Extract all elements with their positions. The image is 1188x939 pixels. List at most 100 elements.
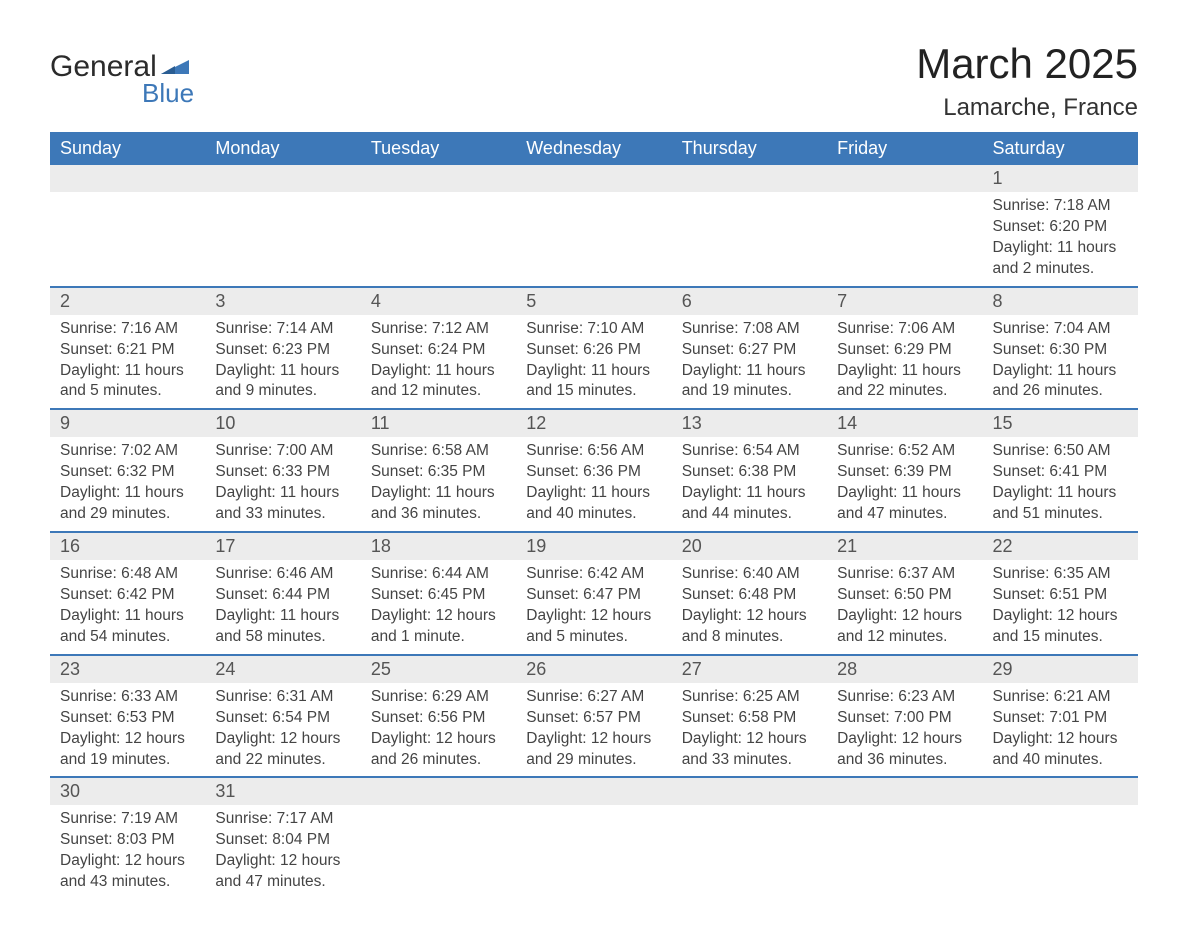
day-detail-cell: Sunrise: 7:12 AMSunset: 6:24 PMDaylight:… xyxy=(361,315,516,410)
detail-line: Sunrise: 6:21 AM xyxy=(993,687,1128,708)
detail-line: Sunrise: 7:17 AM xyxy=(215,809,350,830)
day-number-cell: 11 xyxy=(361,409,516,437)
day-number-cell: 17 xyxy=(205,532,360,560)
detail-line: Sunrise: 7:06 AM xyxy=(837,319,972,340)
detail-line: Daylight: 12 hours xyxy=(371,606,506,627)
detail-line: and 36 minutes. xyxy=(371,504,506,525)
detail-line: Sunrise: 6:23 AM xyxy=(837,687,972,708)
day-number-cell: 22 xyxy=(983,532,1138,560)
detail-line: Daylight: 11 hours xyxy=(837,483,972,504)
detail-line: Daylight: 11 hours xyxy=(60,361,195,382)
detail-line: Sunset: 6:20 PM xyxy=(993,217,1128,238)
detail-line: Sunset: 6:32 PM xyxy=(60,462,195,483)
detail-line: Sunrise: 6:33 AM xyxy=(60,687,195,708)
day-number-cell xyxy=(205,165,360,192)
detail-line: Daylight: 11 hours xyxy=(60,483,195,504)
detail-line: Daylight: 12 hours xyxy=(837,729,972,750)
detail-line: and 40 minutes. xyxy=(526,504,661,525)
day-number-cell: 31 xyxy=(205,777,360,805)
detail-line: Sunset: 7:00 PM xyxy=(837,708,972,729)
details-row: Sunrise: 7:18 AMSunset: 6:20 PMDaylight:… xyxy=(50,192,1138,287)
location-label: Lamarche, France xyxy=(916,94,1138,122)
day-detail-cell: Sunrise: 7:18 AMSunset: 6:20 PMDaylight:… xyxy=(983,192,1138,287)
day-number-cell: 18 xyxy=(361,532,516,560)
day-number-cell: 2 xyxy=(50,287,205,315)
detail-line: Sunset: 6:45 PM xyxy=(371,585,506,606)
detail-line: and 47 minutes. xyxy=(837,504,972,525)
detail-line: and 58 minutes. xyxy=(215,627,350,648)
detail-line: and 43 minutes. xyxy=(60,872,195,893)
detail-line: Sunset: 6:29 PM xyxy=(837,340,972,361)
day-number-cell xyxy=(827,777,982,805)
detail-line: Sunrise: 7:12 AM xyxy=(371,319,506,340)
detail-line: Daylight: 11 hours xyxy=(60,606,195,627)
day-detail-cell: Sunrise: 7:04 AMSunset: 6:30 PMDaylight:… xyxy=(983,315,1138,410)
calendar-body: 1 Sunrise: 7:18 AMSunset: 6:20 PMDayligh… xyxy=(50,165,1138,899)
day-detail-cell: Sunrise: 6:50 AMSunset: 6:41 PMDaylight:… xyxy=(983,437,1138,532)
day-detail-cell xyxy=(50,192,205,287)
detail-line: Daylight: 12 hours xyxy=(526,606,661,627)
day-number-cell: 21 xyxy=(827,532,982,560)
detail-line: and 15 minutes. xyxy=(993,627,1128,648)
day-detail-cell xyxy=(672,805,827,899)
day-number-cell: 20 xyxy=(672,532,827,560)
weekday-header-row: Sunday Monday Tuesday Wednesday Thursday… xyxy=(50,132,1138,165)
day-detail-cell: Sunrise: 6:25 AMSunset: 6:58 PMDaylight:… xyxy=(672,683,827,778)
detail-line: Daylight: 12 hours xyxy=(60,851,195,872)
detail-line: Sunset: 6:51 PM xyxy=(993,585,1128,606)
detail-line: Sunset: 6:27 PM xyxy=(682,340,817,361)
detail-line: Sunset: 6:26 PM xyxy=(526,340,661,361)
detail-line: Sunrise: 6:42 AM xyxy=(526,564,661,585)
day-number-cell xyxy=(361,777,516,805)
logo: General Blue xyxy=(50,50,194,109)
day-detail-cell: Sunrise: 7:19 AMSunset: 8:03 PMDaylight:… xyxy=(50,805,205,899)
weekday-sun: Sunday xyxy=(50,132,205,165)
day-detail-cell xyxy=(983,805,1138,899)
day-detail-cell xyxy=(516,805,671,899)
detail-line: Daylight: 12 hours xyxy=(371,729,506,750)
detail-line: Sunrise: 7:10 AM xyxy=(526,319,661,340)
day-number-cell xyxy=(983,777,1138,805)
day-number-cell: 6 xyxy=(672,287,827,315)
detail-line: Sunrise: 6:37 AM xyxy=(837,564,972,585)
header: General Blue March 2025 Lamarche, France xyxy=(50,40,1138,122)
detail-line: Daylight: 11 hours xyxy=(371,483,506,504)
weekday-mon: Monday xyxy=(205,132,360,165)
detail-line: Sunrise: 7:08 AM xyxy=(682,319,817,340)
day-number-cell: 12 xyxy=(516,409,671,437)
detail-line: Sunset: 8:03 PM xyxy=(60,830,195,851)
detail-line: and 9 minutes. xyxy=(215,381,350,402)
day-detail-cell: Sunrise: 7:10 AMSunset: 6:26 PMDaylight:… xyxy=(516,315,671,410)
detail-line: and 12 minutes. xyxy=(837,627,972,648)
detail-line: and 44 minutes. xyxy=(682,504,817,525)
detail-line: and 40 minutes. xyxy=(993,750,1128,771)
day-number-cell xyxy=(672,165,827,192)
detail-line: Sunset: 6:42 PM xyxy=(60,585,195,606)
detail-line: Sunset: 6:53 PM xyxy=(60,708,195,729)
detail-line: Daylight: 11 hours xyxy=(682,483,817,504)
day-detail-cell xyxy=(361,192,516,287)
day-number-cell: 19 xyxy=(516,532,671,560)
details-row: Sunrise: 7:16 AMSunset: 6:21 PMDaylight:… xyxy=(50,315,1138,410)
detail-line: and 22 minutes. xyxy=(837,381,972,402)
day-number-cell: 13 xyxy=(672,409,827,437)
detail-line: Sunset: 6:39 PM xyxy=(837,462,972,483)
day-number-cell xyxy=(827,165,982,192)
day-number-cell xyxy=(672,777,827,805)
detail-line: Sunrise: 7:04 AM xyxy=(993,319,1128,340)
day-detail-cell: Sunrise: 6:37 AMSunset: 6:50 PMDaylight:… xyxy=(827,560,982,655)
detail-line: Daylight: 12 hours xyxy=(682,729,817,750)
detail-line: Sunset: 6:41 PM xyxy=(993,462,1128,483)
details-row: Sunrise: 6:48 AMSunset: 6:42 PMDaylight:… xyxy=(50,560,1138,655)
daynum-row: 2345678 xyxy=(50,287,1138,315)
detail-line: Sunset: 6:24 PM xyxy=(371,340,506,361)
detail-line: and 36 minutes. xyxy=(837,750,972,771)
detail-line: and 2 minutes. xyxy=(993,259,1128,280)
day-number-cell: 15 xyxy=(983,409,1138,437)
detail-line: Daylight: 12 hours xyxy=(215,729,350,750)
detail-line: Sunset: 6:30 PM xyxy=(993,340,1128,361)
detail-line: and 51 minutes. xyxy=(993,504,1128,525)
details-row: Sunrise: 6:33 AMSunset: 6:53 PM Daylight:… xyxy=(50,683,1138,778)
day-number-cell xyxy=(361,165,516,192)
day-number-cell: 29 xyxy=(983,655,1138,683)
